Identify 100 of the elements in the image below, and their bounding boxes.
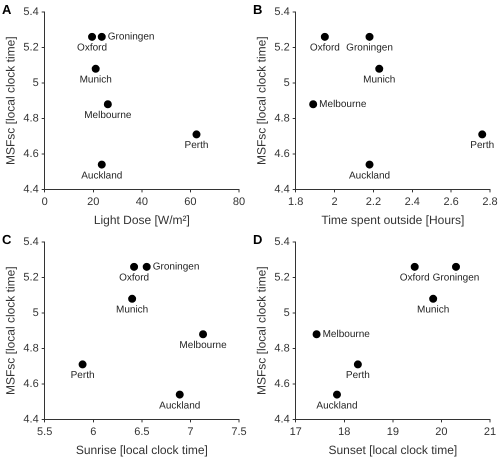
x-tick-label: 17 xyxy=(290,426,302,438)
annotation: Auckland xyxy=(348,170,390,182)
x-tick-label: 80 xyxy=(232,196,246,208)
x-tick-label: 20 xyxy=(87,196,100,208)
x-tick-label: 7.5 xyxy=(231,426,247,438)
annotation: Auckland xyxy=(316,400,358,412)
point xyxy=(375,64,384,73)
y-tick-label: 4.4 xyxy=(23,183,39,196)
annotation: Perth xyxy=(470,140,494,152)
point xyxy=(199,330,208,338)
text: B xyxy=(253,2,262,18)
x-tick-label: 6.5 xyxy=(134,426,150,438)
x-tick-label: 60 xyxy=(184,196,197,208)
annotation: Groningen xyxy=(432,272,480,284)
annotation: Munich xyxy=(417,304,450,316)
x-tick-label: 6 xyxy=(90,426,96,438)
point xyxy=(98,32,106,41)
point xyxy=(410,262,419,271)
x-tick-label: 18 xyxy=(338,426,350,438)
point xyxy=(320,32,329,41)
y-tick-label: 5.4 xyxy=(23,236,39,248)
text: C xyxy=(2,232,12,248)
point xyxy=(366,160,374,169)
y-tick-label: 4.8 xyxy=(23,112,39,124)
annotation: Oxford xyxy=(119,272,150,284)
x-tick-label: 1.8 xyxy=(288,196,304,208)
point xyxy=(452,262,460,271)
y-tick-label: 4.4 xyxy=(23,413,39,426)
annotation: Munich xyxy=(363,74,396,86)
y-tick-label: 5 xyxy=(32,76,39,89)
point xyxy=(366,32,374,41)
point xyxy=(332,390,341,399)
annotation: Perth xyxy=(184,140,208,152)
x-axis-title: Sunrise [local clock time] xyxy=(76,443,208,458)
annotation: Munich xyxy=(116,304,148,316)
y-tick-label: 5.4 xyxy=(274,236,290,248)
point xyxy=(354,360,362,368)
y-tick-label: 5 xyxy=(284,306,290,319)
annotation: Munich xyxy=(80,74,112,86)
y-tick-label: 5.2 xyxy=(23,272,39,284)
x-tick-label: 2 xyxy=(331,196,338,208)
annotation: Melbourne xyxy=(84,110,132,121)
x-tick-label: 0 xyxy=(42,196,48,208)
annotation: Melbourne xyxy=(179,340,228,351)
y-tick-label: 5 xyxy=(284,76,290,89)
x-axis-title: Time spent outside [Hours] xyxy=(321,213,464,228)
point xyxy=(309,100,318,108)
y-tick-label: 5.4 xyxy=(274,6,290,18)
y-tick-label: 4.8 xyxy=(23,342,39,354)
y-tick-label: 4.4 xyxy=(274,183,290,196)
point xyxy=(78,360,87,368)
y-tick-label: 4.6 xyxy=(274,378,290,390)
annotation: Perth xyxy=(70,370,95,382)
y-tick-label: 4.6 xyxy=(274,148,290,160)
y-tick-label: 5 xyxy=(32,306,39,319)
x-tick-label: 40 xyxy=(136,196,148,208)
annotation: Groningen xyxy=(346,42,393,54)
point xyxy=(192,130,200,138)
annotation: Melbourne xyxy=(319,99,367,110)
x-axis-title: Light Dose [W/m²] xyxy=(94,213,190,228)
annotation: Groningen xyxy=(152,262,200,273)
y-tick-label: 4.4 xyxy=(274,413,290,426)
annotation: Oxford xyxy=(310,42,340,54)
point xyxy=(142,262,151,271)
y-axis-title: MSFsc [local clock time] xyxy=(4,36,18,166)
y-tick-label: 5.2 xyxy=(274,272,290,284)
x-tick-label: 2.8 xyxy=(482,196,498,208)
point xyxy=(88,32,96,41)
y-tick-label: 4.6 xyxy=(23,148,39,160)
point xyxy=(128,294,136,303)
y-tick-label: 5.2 xyxy=(23,42,39,54)
point xyxy=(92,64,100,73)
y-axis-title: MSFsc [local clock time] xyxy=(254,36,269,166)
x-tick-label: 2.4 xyxy=(404,196,420,208)
annotation: Oxford xyxy=(77,42,108,54)
point xyxy=(429,294,438,303)
point xyxy=(98,160,106,169)
annotation: Auckland xyxy=(81,170,122,182)
point xyxy=(104,100,112,108)
y-axis-title: MSFsc [local clock time] xyxy=(254,266,269,396)
x-tick-label: 7 xyxy=(187,426,194,438)
annotation: Auckland xyxy=(159,400,200,412)
x-tick-label: 2.2 xyxy=(366,196,382,208)
point xyxy=(130,262,138,271)
x-axis-title: Sunset [local clock time] xyxy=(328,443,458,458)
x-tick-label: 5.5 xyxy=(37,426,52,438)
point xyxy=(312,330,321,338)
x-tick-label: 19 xyxy=(386,426,399,438)
y-tick-label: 4.8 xyxy=(274,112,290,124)
annotation: Oxford xyxy=(400,272,430,284)
y-tick-label: 4.8 xyxy=(274,342,290,354)
x-tick-label: 2.6 xyxy=(443,196,459,208)
y-tick-label: 5.2 xyxy=(274,42,290,54)
annotation: Groningen xyxy=(108,32,154,43)
text: D xyxy=(253,232,262,248)
text: A xyxy=(2,2,12,18)
x-tick-label: 20 xyxy=(435,426,448,438)
y-tick-label: 4.6 xyxy=(23,378,39,390)
annotation: Perth xyxy=(346,370,370,382)
point xyxy=(478,130,486,138)
